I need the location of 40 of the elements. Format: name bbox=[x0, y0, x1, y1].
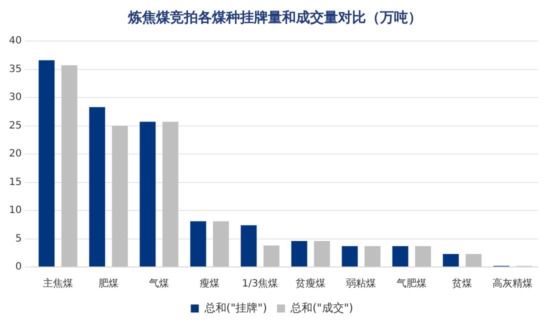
y-tick-label: 15 bbox=[8, 176, 22, 188]
x-tick-label: 肥煤 bbox=[98, 278, 119, 290]
bar bbox=[89, 107, 106, 266]
x-tick-label: 贫煤 bbox=[452, 278, 472, 290]
y-tick-label: 5 bbox=[15, 233, 22, 244]
x-tick-label: 弱粘煤 bbox=[346, 278, 376, 290]
x-tick-label: 1/3焦煤 bbox=[242, 278, 278, 290]
y-tick-label: 0 bbox=[15, 262, 22, 273]
bar bbox=[212, 221, 229, 266]
bar bbox=[112, 126, 128, 266]
bar bbox=[264, 246, 280, 266]
legend-label: 总和("挂牌") bbox=[203, 301, 267, 314]
x-tick-label: 贫瘦煤 bbox=[296, 278, 326, 290]
y-tick-label: 40 bbox=[8, 36, 22, 47]
x-tick-label: 高灰精煤 bbox=[492, 278, 533, 290]
bar bbox=[240, 225, 257, 266]
bar bbox=[162, 122, 178, 266]
y-tick-label: 25 bbox=[8, 120, 22, 132]
bar bbox=[415, 246, 432, 266]
y-tick-label: 35 bbox=[8, 64, 22, 75]
bar bbox=[442, 254, 459, 266]
x-tick-label: 气煤 bbox=[149, 278, 170, 290]
bar bbox=[190, 221, 206, 266]
y-tick-label: 10 bbox=[8, 205, 22, 216]
legend-label: 总和("成交") bbox=[290, 301, 354, 314]
bar bbox=[38, 60, 55, 266]
x-tick-label: 瘦煤 bbox=[200, 278, 220, 290]
bar bbox=[291, 241, 308, 266]
bar bbox=[466, 254, 482, 266]
y-tick-label: 20 bbox=[8, 148, 22, 160]
bar bbox=[61, 65, 78, 266]
y-tick-label: 30 bbox=[8, 92, 22, 104]
x-tick-label: 气肥煤 bbox=[396, 278, 427, 290]
x-tick-label: 主焦煤 bbox=[42, 278, 73, 290]
chart-title: 炼焦煤竞拍各煤种挂牌量和成交量对比（万吨） bbox=[126, 8, 423, 28]
bar bbox=[392, 246, 408, 266]
bar bbox=[342, 246, 358, 266]
bar bbox=[314, 241, 330, 266]
bar bbox=[364, 246, 380, 266]
bar bbox=[140, 122, 156, 266]
